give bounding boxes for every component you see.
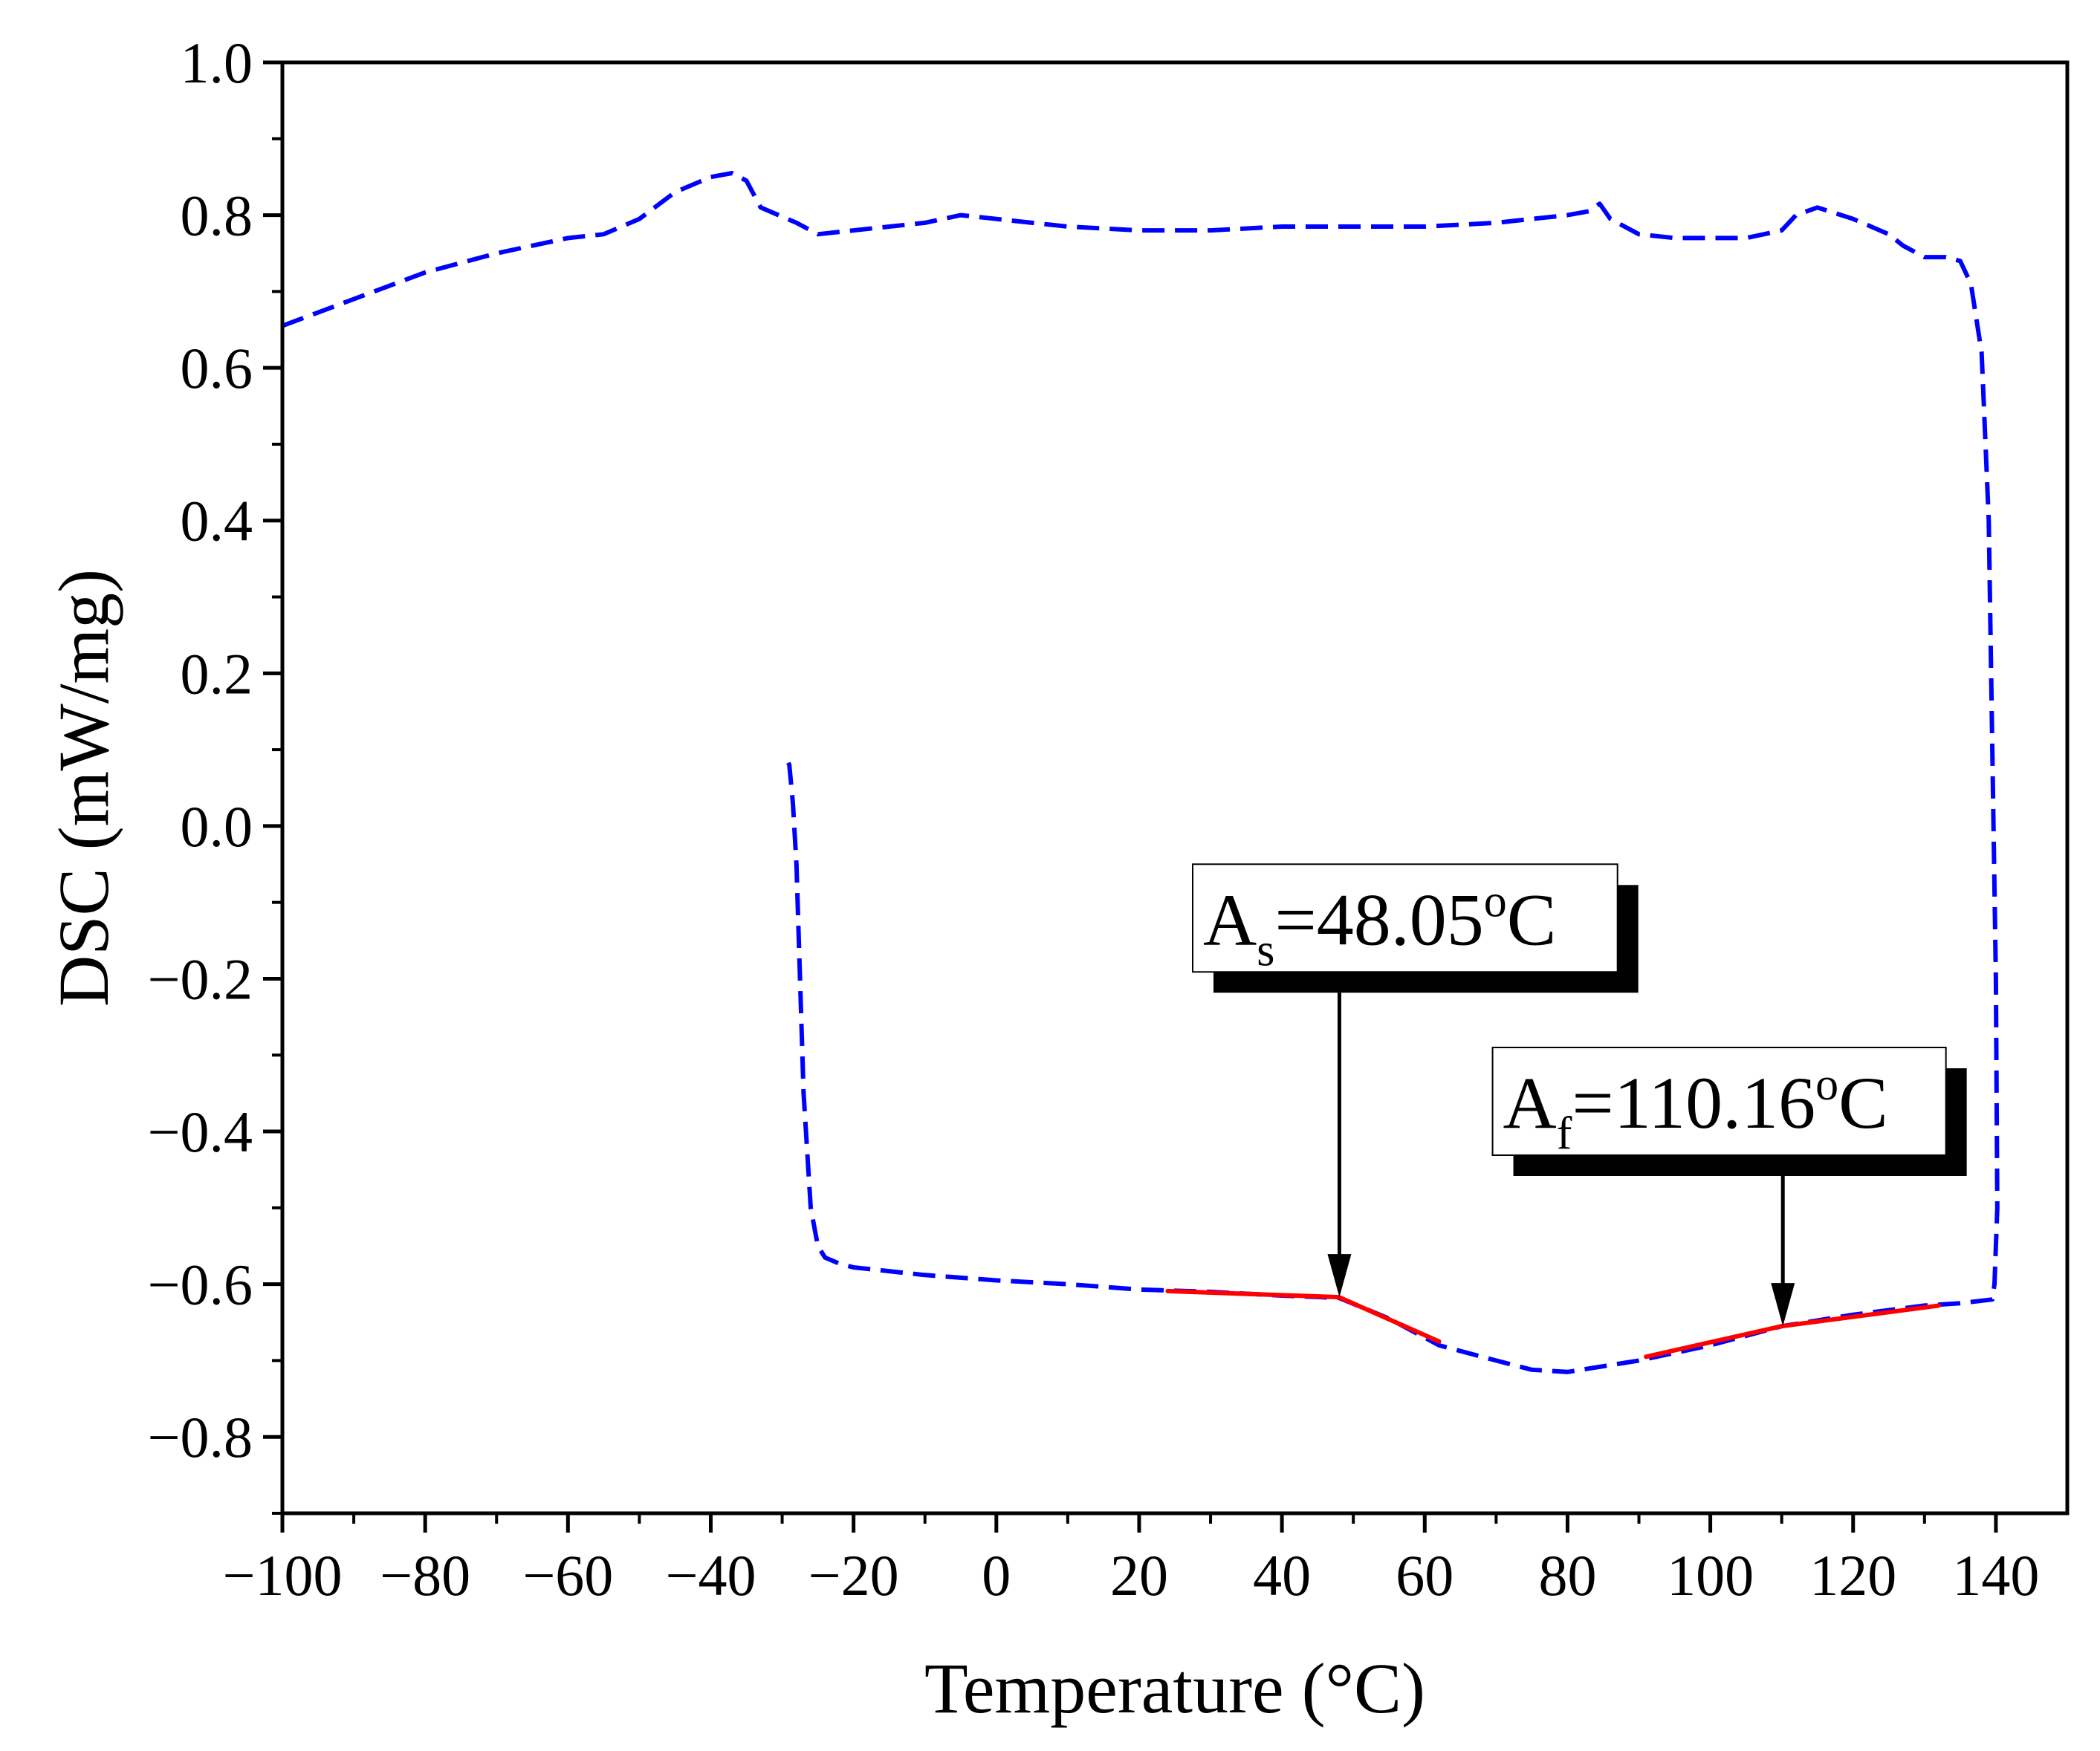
y-tick-label: 0.8 (181, 183, 253, 248)
x-tick-label: −80 (380, 1543, 470, 1608)
series-line (281, 171, 2000, 1374)
annotation-box (1491, 1046, 1947, 1156)
annotation-as: As=48.05oC (1192, 863, 1639, 1298)
tangent-line (1644, 1324, 1784, 1359)
annotation-box (1192, 863, 1618, 973)
tangent-line (1165, 1288, 1341, 1300)
annotation-main: A (1503, 1062, 1557, 1144)
annotation-unit: C (1507, 878, 1557, 961)
y-tick-label: 1.0 (181, 30, 253, 95)
y-tick-label: −0.4 (148, 1099, 253, 1164)
annotation-value: =48.05 (1274, 878, 1483, 961)
annotation-sub: f (1557, 1108, 1572, 1159)
plot-frame (280, 60, 2070, 1516)
annotation-label: Af=110.16oC (1503, 1059, 1888, 1159)
tangent-line (1336, 1295, 1442, 1344)
x-tick-label: 60 (1396, 1543, 1454, 1608)
annotation-value: =110.16 (1572, 1062, 1815, 1144)
annotation-label: As=48.05oC (1203, 876, 1556, 975)
annotation-sub: s (1257, 925, 1274, 975)
ticks-layer (263, 60, 1998, 1533)
annotation-arrow-head (1771, 1283, 1795, 1327)
x-tick-label: 140 (1952, 1543, 2039, 1608)
tangent-line (1779, 1303, 1942, 1329)
y-tick-label: 0.6 (181, 336, 253, 400)
annotation-main: A (1203, 878, 1257, 961)
x-axis-title: Temperature (°C) (924, 1648, 1425, 1728)
x-tick-label: −20 (808, 1543, 899, 1608)
y-tick-label: 0.0 (181, 794, 253, 859)
annotation-arrow-head (1327, 1254, 1352, 1298)
annotation-af: Af=110.16oC (1491, 1046, 1967, 1327)
y-tick-label: −0.2 (148, 946, 253, 1011)
x-tick-label: −60 (522, 1543, 613, 1608)
x-tick-label: 80 (1538, 1543, 1596, 1608)
x-tick-label: 40 (1253, 1543, 1311, 1608)
y-tick-label: 0.4 (181, 489, 253, 553)
series-layer (281, 171, 2000, 1374)
x-tick-label: −40 (665, 1543, 756, 1608)
tangent-layer (1165, 1288, 1942, 1359)
x-tick-label: 100 (1667, 1543, 1754, 1608)
x-tick-label: 0 (982, 1543, 1011, 1608)
x-tick-label: −100 (223, 1543, 343, 1608)
x-tick-label: 20 (1110, 1543, 1168, 1608)
y-tick-label: −0.6 (148, 1253, 253, 1317)
x-tick-label: 120 (1809, 1543, 1896, 1608)
y-tick-label: 0.2 (181, 641, 253, 706)
tick-labels-layer: −100 −80 −60 −40 −20 0 20 40 60 80 100 120 140 −0.8 −0… (148, 30, 2040, 1608)
annotation-unit: C (1838, 1062, 1888, 1144)
y-tick-label: −0.8 (148, 1405, 253, 1469)
annotation-sup: o (1484, 876, 1507, 926)
y-axis-title: DSC (mW/mg) (44, 569, 123, 1007)
annotation-sup: o (1815, 1059, 1838, 1110)
